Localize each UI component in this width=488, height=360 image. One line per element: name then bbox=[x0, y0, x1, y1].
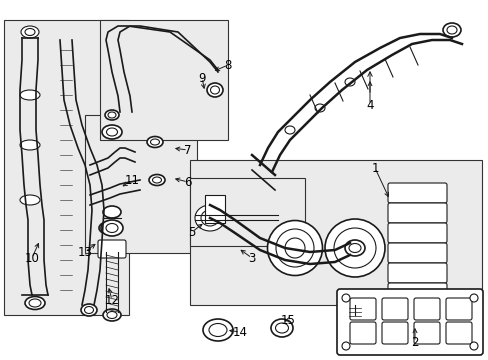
Circle shape bbox=[469, 342, 477, 350]
FancyBboxPatch shape bbox=[98, 240, 126, 258]
FancyBboxPatch shape bbox=[413, 298, 439, 320]
Text: 10: 10 bbox=[24, 252, 40, 265]
FancyBboxPatch shape bbox=[387, 243, 446, 263]
FancyBboxPatch shape bbox=[387, 183, 446, 203]
Circle shape bbox=[341, 342, 349, 350]
Ellipse shape bbox=[442, 23, 460, 37]
Ellipse shape bbox=[446, 26, 456, 34]
Ellipse shape bbox=[103, 206, 121, 218]
Ellipse shape bbox=[210, 86, 219, 94]
FancyBboxPatch shape bbox=[336, 289, 482, 355]
Ellipse shape bbox=[345, 240, 364, 256]
Ellipse shape bbox=[203, 319, 232, 341]
Ellipse shape bbox=[107, 311, 117, 319]
Text: 9: 9 bbox=[198, 72, 205, 85]
Ellipse shape bbox=[152, 177, 161, 183]
Bar bbox=[85, 115, 197, 253]
Bar bbox=[100, 20, 227, 140]
FancyBboxPatch shape bbox=[387, 223, 446, 243]
Ellipse shape bbox=[106, 224, 118, 233]
Ellipse shape bbox=[325, 219, 384, 277]
Text: 14: 14 bbox=[232, 325, 247, 338]
Circle shape bbox=[341, 294, 349, 302]
Ellipse shape bbox=[201, 210, 219, 226]
Text: 2: 2 bbox=[410, 336, 418, 348]
Ellipse shape bbox=[108, 112, 116, 118]
Text: 13: 13 bbox=[78, 246, 92, 258]
FancyBboxPatch shape bbox=[387, 203, 446, 223]
Text: 3: 3 bbox=[248, 252, 255, 265]
Bar bbox=[190, 160, 481, 305]
Ellipse shape bbox=[285, 126, 294, 134]
Ellipse shape bbox=[150, 139, 159, 145]
FancyBboxPatch shape bbox=[381, 322, 407, 344]
Ellipse shape bbox=[29, 299, 41, 307]
Ellipse shape bbox=[25, 297, 45, 310]
Ellipse shape bbox=[84, 306, 93, 314]
FancyBboxPatch shape bbox=[349, 298, 375, 320]
FancyBboxPatch shape bbox=[381, 298, 407, 320]
Text: 11: 11 bbox=[124, 174, 139, 186]
Ellipse shape bbox=[333, 228, 375, 268]
Ellipse shape bbox=[275, 229, 313, 267]
Ellipse shape bbox=[147, 136, 163, 148]
Text: 4: 4 bbox=[366, 99, 373, 112]
FancyBboxPatch shape bbox=[387, 263, 446, 283]
Ellipse shape bbox=[101, 220, 123, 236]
Ellipse shape bbox=[345, 78, 354, 86]
Ellipse shape bbox=[208, 324, 226, 337]
Ellipse shape bbox=[102, 125, 122, 139]
FancyBboxPatch shape bbox=[413, 322, 439, 344]
FancyBboxPatch shape bbox=[445, 298, 471, 320]
Ellipse shape bbox=[81, 304, 97, 316]
Ellipse shape bbox=[267, 220, 322, 275]
Ellipse shape bbox=[195, 205, 224, 231]
Text: 8: 8 bbox=[224, 59, 231, 72]
Ellipse shape bbox=[20, 140, 40, 150]
Ellipse shape bbox=[206, 83, 223, 97]
Ellipse shape bbox=[20, 90, 40, 100]
Ellipse shape bbox=[348, 243, 360, 252]
Text: 15: 15 bbox=[280, 314, 295, 327]
Text: 5: 5 bbox=[188, 225, 195, 239]
Ellipse shape bbox=[275, 323, 288, 333]
Text: 12: 12 bbox=[104, 293, 119, 306]
Ellipse shape bbox=[105, 110, 119, 120]
Ellipse shape bbox=[103, 309, 121, 321]
Bar bbox=[190, 178, 305, 246]
Text: 1: 1 bbox=[370, 162, 378, 175]
Ellipse shape bbox=[106, 128, 117, 136]
Ellipse shape bbox=[314, 104, 325, 112]
Circle shape bbox=[469, 294, 477, 302]
Text: 7: 7 bbox=[184, 144, 191, 157]
Bar bbox=[4, 20, 129, 315]
FancyBboxPatch shape bbox=[445, 322, 471, 344]
FancyBboxPatch shape bbox=[387, 283, 446, 303]
Bar bbox=[204, 195, 224, 223]
Text: 6: 6 bbox=[184, 176, 191, 189]
FancyBboxPatch shape bbox=[349, 322, 375, 344]
Ellipse shape bbox=[270, 319, 292, 337]
Ellipse shape bbox=[99, 222, 117, 234]
Ellipse shape bbox=[149, 175, 164, 185]
Ellipse shape bbox=[103, 225, 113, 231]
Ellipse shape bbox=[285, 238, 305, 258]
Ellipse shape bbox=[25, 28, 35, 36]
Ellipse shape bbox=[21, 26, 39, 38]
Ellipse shape bbox=[20, 195, 40, 205]
